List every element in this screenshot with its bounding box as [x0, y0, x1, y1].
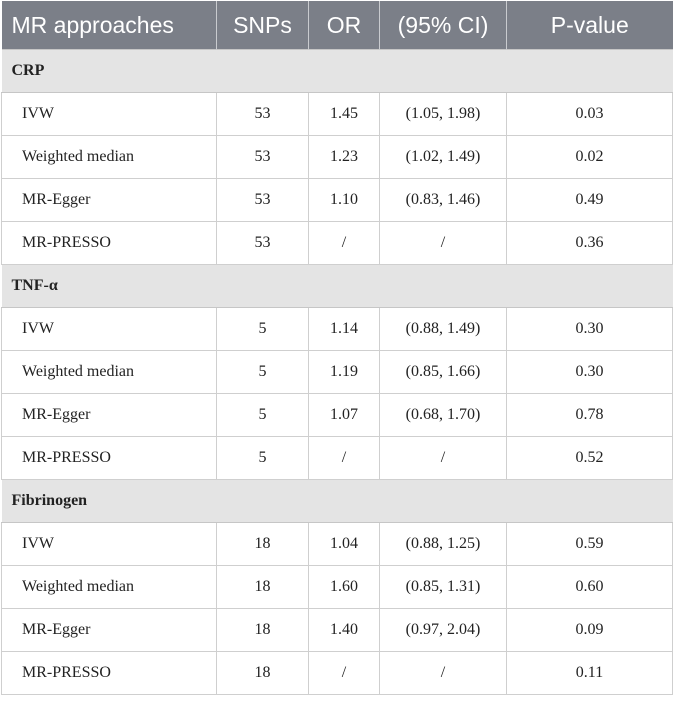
method-cell: IVW	[1, 522, 217, 566]
snps-cell: 18	[216, 522, 309, 566]
ci-cell: (0.85, 1.31)	[379, 565, 507, 609]
or-cell: 1.10	[308, 178, 380, 222]
or-cell: 1.07	[308, 393, 380, 437]
or-cell: 1.23	[308, 135, 380, 179]
p-value-cell: 0.36	[506, 221, 673, 265]
method-cell: MR-PRESSO	[1, 651, 217, 695]
snps-cell: 5	[216, 436, 309, 480]
group-label: TNF-α	[1, 264, 673, 308]
snps-cell: 53	[216, 178, 309, 222]
or-cell: 1.40	[308, 608, 380, 652]
ci-cell: (0.88, 1.25)	[379, 522, 507, 566]
table-row: IVW 18 1.04 (0.88, 1.25) 0.59	[1, 522, 673, 566]
table-row: MR-PRESSO 18 / / 0.11	[1, 651, 673, 695]
p-value-cell: 0.03	[506, 92, 673, 136]
or-cell: /	[308, 221, 380, 265]
snps-cell: 5	[216, 393, 309, 437]
p-value-cell: 0.52	[506, 436, 673, 480]
ci-cell: (0.83, 1.46)	[379, 178, 507, 222]
table-row: MR-PRESSO 5 / / 0.52	[1, 436, 673, 480]
method-cell: MR-Egger	[1, 393, 217, 437]
group-row-tnf-alpha: TNF-α	[1, 264, 673, 308]
table-row: Weighted median 5 1.19 (0.85, 1.66) 0.30	[1, 350, 673, 394]
p-value-cell: 0.59	[506, 522, 673, 566]
method-cell: MR-PRESSO	[1, 221, 217, 265]
or-cell: /	[308, 436, 380, 480]
table-row: IVW 53 1.45 (1.05, 1.98) 0.03	[1, 92, 673, 136]
group-row-fibrinogen: Fibrinogen	[1, 479, 673, 523]
snps-cell: 53	[216, 135, 309, 179]
table-row: MR-Egger 5 1.07 (0.68, 1.70) 0.78	[1, 393, 673, 437]
or-cell: 1.19	[308, 350, 380, 394]
p-value-cell: 0.09	[506, 608, 673, 652]
table-row: MR-Egger 53 1.10 (0.83, 1.46) 0.49	[1, 178, 673, 222]
snps-cell: 18	[216, 651, 309, 695]
method-cell: Weighted median	[1, 350, 217, 394]
table-row: MR-Egger 18 1.40 (0.97, 2.04) 0.09	[1, 608, 673, 652]
snps-cell: 5	[216, 307, 309, 351]
method-cell: MR-PRESSO	[1, 436, 217, 480]
method-cell: IVW	[1, 92, 217, 136]
or-cell: /	[308, 651, 380, 695]
table-row: Weighted median 53 1.23 (1.02, 1.49) 0.0…	[1, 135, 673, 179]
group-label: CRP	[1, 49, 673, 93]
p-value-cell: 0.78	[506, 393, 673, 437]
table-row: IVW 5 1.14 (0.88, 1.49) 0.30	[1, 307, 673, 351]
table-row: Weighted median 18 1.60 (0.85, 1.31) 0.6…	[1, 565, 673, 609]
ci-cell: (1.05, 1.98)	[379, 92, 507, 136]
ci-cell: (0.68, 1.70)	[379, 393, 507, 437]
p-value-cell: 0.11	[506, 651, 673, 695]
header-ci: (95% CI)	[379, 1, 507, 50]
ci-cell: /	[379, 651, 507, 695]
header-p-value: P-value	[506, 1, 673, 50]
or-cell: 1.04	[308, 522, 380, 566]
ci-cell: /	[379, 436, 507, 480]
method-cell: Weighted median	[1, 135, 217, 179]
snps-cell: 53	[216, 221, 309, 265]
snps-cell: 5	[216, 350, 309, 394]
p-value-cell: 0.02	[506, 135, 673, 179]
group-label: Fibrinogen	[1, 479, 673, 523]
method-cell: MR-Egger	[1, 178, 217, 222]
snps-cell: 53	[216, 92, 309, 136]
p-value-cell: 0.49	[506, 178, 673, 222]
header-row: MR approaches SNPs OR (95% CI) P-value	[1, 1, 673, 50]
snps-cell: 18	[216, 608, 309, 652]
header-snps: SNPs	[216, 1, 309, 50]
header-or: OR	[308, 1, 380, 50]
ci-cell: (0.85, 1.66)	[379, 350, 507, 394]
ci-cell: (0.97, 2.04)	[379, 608, 507, 652]
p-value-cell: 0.30	[506, 350, 673, 394]
header-mr-approaches: MR approaches	[1, 1, 217, 50]
ci-cell: /	[379, 221, 507, 265]
group-row-crp: CRP	[1, 49, 673, 93]
ci-cell: (1.02, 1.49)	[379, 135, 507, 179]
method-cell: MR-Egger	[1, 608, 217, 652]
ci-cell: (0.88, 1.49)	[379, 307, 507, 351]
p-value-cell: 0.30	[506, 307, 673, 351]
method-cell: Weighted median	[1, 565, 217, 609]
or-cell: 1.14	[308, 307, 380, 351]
p-value-cell: 0.60	[506, 565, 673, 609]
method-cell: IVW	[1, 307, 217, 351]
table-row: MR-PRESSO 53 / / 0.36	[1, 221, 673, 265]
or-cell: 1.45	[308, 92, 380, 136]
or-cell: 1.60	[308, 565, 380, 609]
snps-cell: 18	[216, 565, 309, 609]
